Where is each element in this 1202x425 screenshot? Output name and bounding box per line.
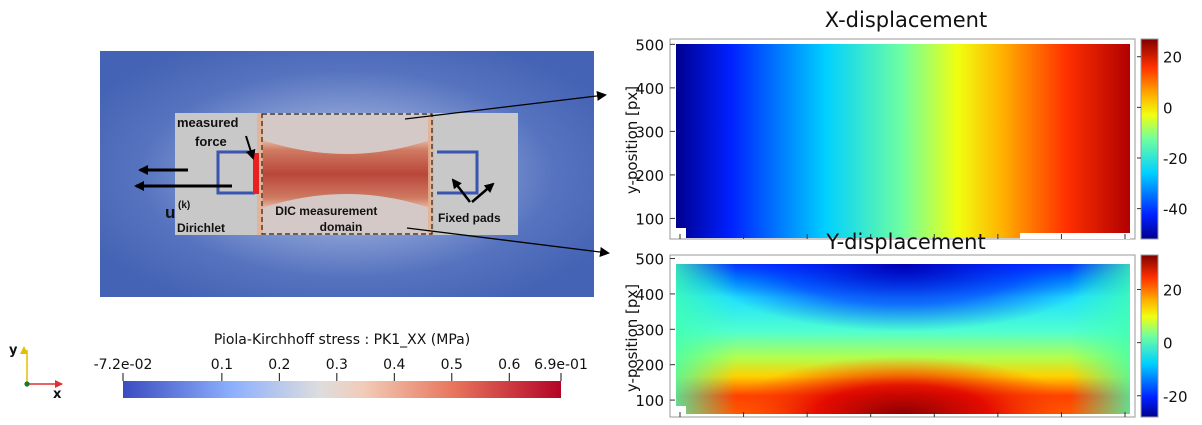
y-tick-label: 200 xyxy=(635,167,664,185)
y-tick-label: 300 xyxy=(635,321,664,339)
colorbar-tick-label: 20 xyxy=(1163,282,1182,300)
stress-colorbar: Piola-Kirchhoff stress : PK1_XX (MPa) -7… xyxy=(94,332,588,398)
dic-domain-line-2: domain xyxy=(320,220,363,234)
y-tick-label: 300 xyxy=(635,123,664,141)
y-disp-field xyxy=(676,264,1130,414)
x-disp-field xyxy=(676,44,1130,238)
stress-colorbar-title: Piola-Kirchhoff stress : PK1_XX (MPa) xyxy=(214,332,470,348)
y-tick-label: 400 xyxy=(635,286,664,304)
y-disp-colorbar xyxy=(1141,255,1158,417)
simulation-panel: measured force u (k) Dirichlet DIC measu… xyxy=(100,51,594,297)
axes-triad: y x xyxy=(9,343,62,402)
u-superscript: (k) xyxy=(178,200,190,211)
stress-colorbar-tick-label: -7.2e-02 xyxy=(94,357,153,373)
x-disp-title: X-displacement xyxy=(825,8,987,32)
stress-colorbar-gradient xyxy=(123,381,561,398)
y-tick-label: 200 xyxy=(635,357,664,375)
colorbar-tick-label: -40 xyxy=(1163,201,1188,219)
y-tick-label: 100 xyxy=(635,210,664,228)
stress-colorbar-tick-label: 0.2 xyxy=(268,357,290,373)
x-disp-colorbar xyxy=(1141,39,1158,239)
triad-y-label: y xyxy=(9,343,18,358)
stress-colorbar-tick-label: 0.4 xyxy=(383,357,405,373)
stress-colorbar-tick-label: 6.9e-01 xyxy=(534,357,588,373)
triad-x-label: x xyxy=(53,387,62,402)
colorbar-tick-label: -20 xyxy=(1163,150,1188,168)
x-displacement-plot: X-displacement y-position [px] 100200300… xyxy=(623,8,1188,239)
measured-force-line-2: force xyxy=(195,134,227,149)
stress-colorbar-tick-label: 0.3 xyxy=(326,357,348,373)
force-bar xyxy=(253,153,259,194)
dic-domain-line-1: DIC measurement xyxy=(275,204,377,218)
u-symbol: u xyxy=(165,203,175,222)
y-tick-label: 400 xyxy=(635,80,664,98)
dirichlet-label: Dirichlet xyxy=(177,221,225,235)
colorbar-tick-label: -20 xyxy=(1163,388,1188,406)
y-disp-title: Y-displacement xyxy=(825,230,985,254)
stress-colorbar-tick-label: 0.5 xyxy=(441,357,463,373)
stress-colorbar-tick-label: 0.1 xyxy=(211,357,233,373)
colorbar-tick-label: 0 xyxy=(1163,99,1173,117)
measured-force-line-1: measured xyxy=(177,115,238,130)
colorbar-tick-label: 20 xyxy=(1163,49,1182,67)
y-tick-label: 500 xyxy=(635,36,664,54)
y-tick-label: 100 xyxy=(635,392,664,410)
fixed-pads-label: Fixed pads xyxy=(438,211,501,225)
stress-colorbar-tick-label: 0.6 xyxy=(498,357,520,373)
colorbar-tick-label: 0 xyxy=(1163,335,1173,353)
y-displacement-plot: Y-displacement y-position [px] 100200300… xyxy=(623,230,1188,417)
y-tick-label: 500 xyxy=(635,251,664,269)
